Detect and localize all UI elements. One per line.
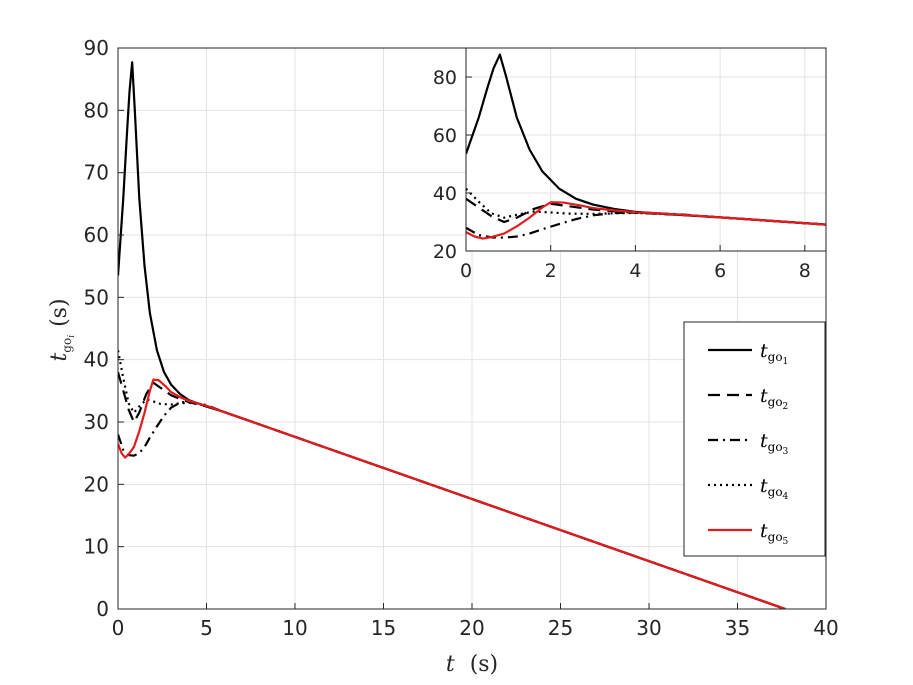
inset-xtick-label-0: 0 bbox=[460, 260, 472, 282]
legend-label-main: t bbox=[760, 520, 768, 542]
main-xtick-label-2: 10 bbox=[282, 616, 307, 640]
legend-label-main: t bbox=[760, 340, 768, 362]
y-axis-title-subsub: i bbox=[67, 335, 77, 338]
inset-ytick-label-3: 80 bbox=[433, 67, 457, 89]
legend-label-subsub: 2 bbox=[783, 402, 789, 412]
legend-label-main: t bbox=[760, 385, 768, 407]
x-axis-title-unit: (s) bbox=[470, 652, 498, 677]
main-ytick-label-5: 50 bbox=[84, 285, 109, 309]
x-axis-title: t (s) bbox=[446, 652, 498, 677]
legend-label-subsub: 4 bbox=[783, 492, 789, 502]
legend-label-main: t bbox=[760, 430, 768, 452]
y-axis-title-unit: (s) bbox=[47, 298, 72, 326]
main-ytick-label-3: 30 bbox=[84, 410, 109, 434]
legend-box bbox=[683, 321, 826, 557]
main-xtick-label-0: 0 bbox=[112, 616, 125, 640]
legend-label-subsub: 1 bbox=[783, 357, 789, 367]
main-series-3-line bbox=[118, 400, 786, 609]
legend-label-5: tgo5 bbox=[760, 520, 789, 547]
main-xtick-label-7: 35 bbox=[725, 616, 750, 640]
inset-xtick-label-4: 8 bbox=[799, 260, 811, 282]
legend-label-sub: go bbox=[768, 440, 783, 454]
main-ytick-label-7: 70 bbox=[84, 161, 109, 185]
inset-series-5-line bbox=[466, 201, 826, 240]
inset-xtick-label-1: 2 bbox=[545, 260, 557, 282]
legend-label-sub: go bbox=[768, 530, 783, 544]
inset-xtick-label-2: 4 bbox=[629, 260, 641, 282]
inset-ytick-label-0: 20 bbox=[433, 241, 457, 263]
inset-xtick-label-3: 6 bbox=[714, 260, 726, 282]
legend-label-sub: go bbox=[768, 485, 783, 499]
legend-label-sub: go bbox=[768, 395, 783, 409]
main-xtick-label-8: 40 bbox=[813, 616, 838, 640]
legend-label-3: tgo3 bbox=[760, 430, 789, 457]
main-ytick-label-6: 60 bbox=[84, 223, 109, 247]
main-ytick-label-2: 20 bbox=[84, 472, 109, 496]
inset-plot-frame bbox=[465, 47, 827, 252]
inset-ytick-label-1: 40 bbox=[433, 183, 457, 205]
legend-label-main: t bbox=[760, 475, 768, 497]
main-xtick-label-3: 15 bbox=[371, 616, 396, 640]
inset-ytick-label-2: 60 bbox=[433, 125, 457, 147]
main-ytick-label-9: 90 bbox=[84, 36, 109, 60]
main-xtick-label-5: 25 bbox=[548, 616, 573, 640]
main-ytick-label-8: 80 bbox=[84, 98, 109, 122]
legend-label-4: tgo4 bbox=[760, 475, 789, 502]
main-series-4-line bbox=[118, 350, 786, 609]
y-axis-title: tgoi (s) bbox=[47, 298, 77, 361]
main-series-5-line bbox=[118, 378, 786, 609]
main-xtick-label-4: 20 bbox=[459, 616, 484, 640]
inset-tick-labels: 0 2 4 6 8 20 40 60 80 bbox=[433, 67, 811, 282]
x-axis-title-main: t bbox=[446, 652, 455, 677]
main-ytick-label-4: 40 bbox=[84, 348, 109, 372]
inset-series-lines bbox=[466, 53, 826, 240]
legend-label-subsub: 3 bbox=[783, 447, 789, 457]
legend-label-sub: go bbox=[768, 350, 783, 364]
y-axis-title-sub: go bbox=[60, 338, 74, 353]
y-axis-title-main: t bbox=[47, 353, 72, 362]
main-series-lines bbox=[118, 61, 786, 609]
main-ytick-label-0: 0 bbox=[96, 597, 109, 621]
main-xtick-label-6: 30 bbox=[636, 616, 661, 640]
main-xtick-label-1: 5 bbox=[200, 616, 213, 640]
main-ytick-label-1: 10 bbox=[84, 535, 109, 559]
legend-label-2: tgo2 bbox=[760, 385, 788, 412]
legend-label-subsub: 5 bbox=[783, 537, 789, 547]
inset-plot-background bbox=[466, 48, 826, 251]
legend-label-1: tgo1 bbox=[760, 340, 788, 367]
